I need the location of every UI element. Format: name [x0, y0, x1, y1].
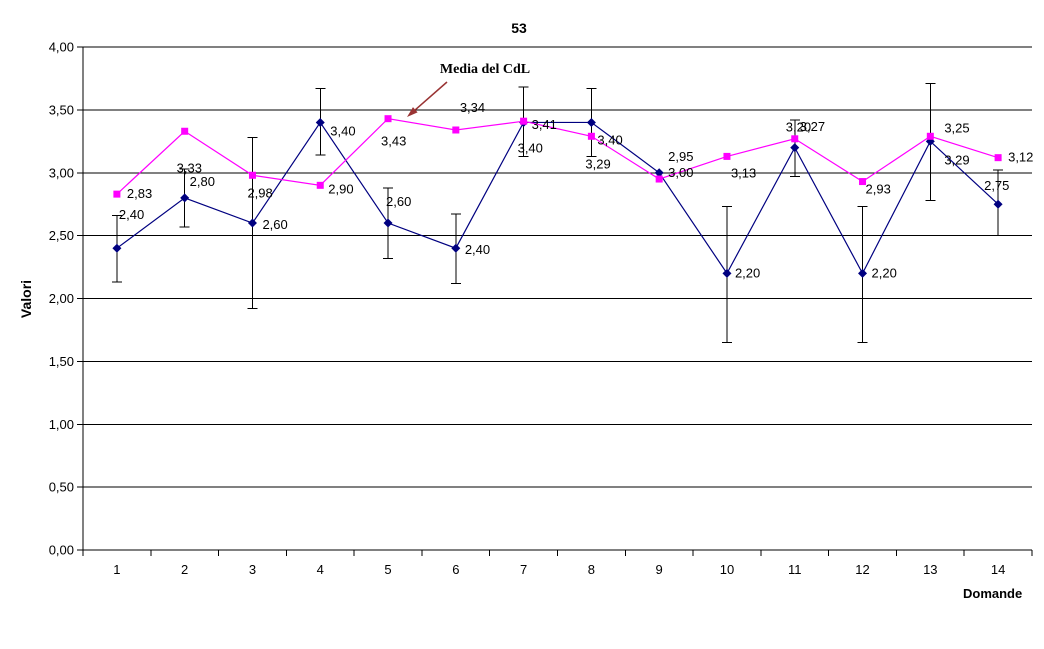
- data-label: 3,13: [731, 165, 756, 180]
- data-label: 3,40: [597, 132, 622, 147]
- data-point-marker: [994, 154, 1002, 162]
- x-tick-label: 11: [788, 562, 802, 577]
- data-point-marker: [248, 171, 256, 179]
- annotation-media-del-cdl: Media del CdL: [439, 62, 531, 77]
- series-line: [116, 121, 999, 275]
- y-tick-label: 4,00: [49, 40, 74, 55]
- data-point-marker: [113, 190, 121, 198]
- x-tick-label: 2: [181, 562, 188, 577]
- x-tick-label: 12: [855, 562, 869, 577]
- data-point-marker: [181, 127, 189, 135]
- y-tick-label: 2,50: [49, 228, 74, 243]
- data-point-marker: [520, 117, 528, 125]
- data-point-marker: [926, 132, 934, 140]
- data-label: 2,75: [984, 178, 1009, 193]
- x-tick-label: 3: [249, 562, 256, 577]
- x-tick-label: 1: [113, 562, 120, 577]
- series-line: [116, 118, 999, 195]
- chart-title: 53: [511, 20, 527, 36]
- data-label: 3,12: [1008, 150, 1033, 165]
- data-point-marker: [993, 199, 1003, 209]
- annotation-arrow-line: [414, 81, 448, 111]
- data-point-marker: [384, 115, 392, 123]
- y-tick-label: 2,00: [49, 291, 74, 306]
- data-point-marker: [316, 181, 324, 189]
- data-label: 2,83: [127, 186, 152, 201]
- data-label: 3,20: [786, 120, 811, 135]
- data-label: 3,29: [585, 156, 610, 171]
- x-tick-label: 7: [520, 562, 527, 577]
- data-label: 2,95: [668, 149, 693, 164]
- data-label: 3,34: [460, 100, 485, 115]
- data-label: 2,20: [872, 265, 897, 280]
- data-point-marker: [722, 268, 732, 278]
- x-axis-title: Domande: [963, 586, 1023, 601]
- x-tick-label: 6: [452, 562, 459, 577]
- y-tick-label: 1,00: [49, 417, 74, 432]
- data-label: 2,93: [866, 182, 891, 197]
- data-point-marker: [180, 193, 190, 203]
- data-point-marker: [654, 168, 664, 178]
- data-point-marker: [723, 152, 731, 160]
- x-tick-label: 8: [588, 562, 595, 577]
- data-label: 3,00: [668, 165, 693, 180]
- data-label: 2,20: [735, 265, 760, 280]
- data-point-marker: [586, 117, 596, 127]
- data-label: 2,90: [328, 181, 353, 196]
- data-label: 2,40: [119, 207, 144, 222]
- data-point-marker: [451, 243, 461, 253]
- data-point-marker: [247, 218, 257, 228]
- data-point-marker: [791, 135, 799, 143]
- data-point-marker: [383, 218, 393, 228]
- y-tick-label: 1,50: [49, 354, 74, 369]
- data-label: 3,40: [330, 123, 355, 138]
- data-point-marker: [858, 268, 868, 278]
- data-label: 3,27: [800, 119, 825, 134]
- data-label: 3,41: [532, 117, 557, 132]
- data-label: 3,29: [944, 152, 969, 167]
- x-tick-label: 13: [923, 562, 937, 577]
- data-point-marker: [790, 143, 800, 153]
- data-point-marker: [315, 117, 325, 127]
- data-label: 2,98: [247, 185, 272, 200]
- x-tick-label: 4: [317, 562, 324, 577]
- data-label: 2,60: [386, 194, 411, 209]
- data-label: 3,43: [381, 134, 406, 149]
- data-point-marker: [587, 132, 595, 140]
- y-tick-label: 0,00: [49, 543, 74, 558]
- annotation-arrow-head: [407, 107, 418, 117]
- x-tick-label: 9: [656, 562, 663, 577]
- data-label: 2,40: [465, 242, 490, 257]
- y-tick-label: 0,50: [49, 480, 74, 495]
- data-point-marker: [859, 178, 867, 186]
- data-point-marker: [452, 126, 460, 134]
- y-tick-label: 3,50: [49, 102, 74, 117]
- x-tick-label: 14: [991, 562, 1005, 577]
- x-tick-label: 10: [720, 562, 734, 577]
- data-label: 3,33: [177, 160, 202, 175]
- data-label: 2,80: [190, 174, 215, 189]
- data-label: 3,40: [518, 140, 543, 155]
- x-tick-label: 5: [384, 562, 391, 577]
- y-axis-title: Valori: [18, 279, 34, 319]
- data-point-marker: [112, 243, 122, 253]
- data-point-marker: [655, 175, 663, 183]
- data-label: 3,25: [944, 120, 969, 135]
- y-tick-label: 3,00: [49, 165, 74, 180]
- data-label: 2,60: [262, 217, 287, 232]
